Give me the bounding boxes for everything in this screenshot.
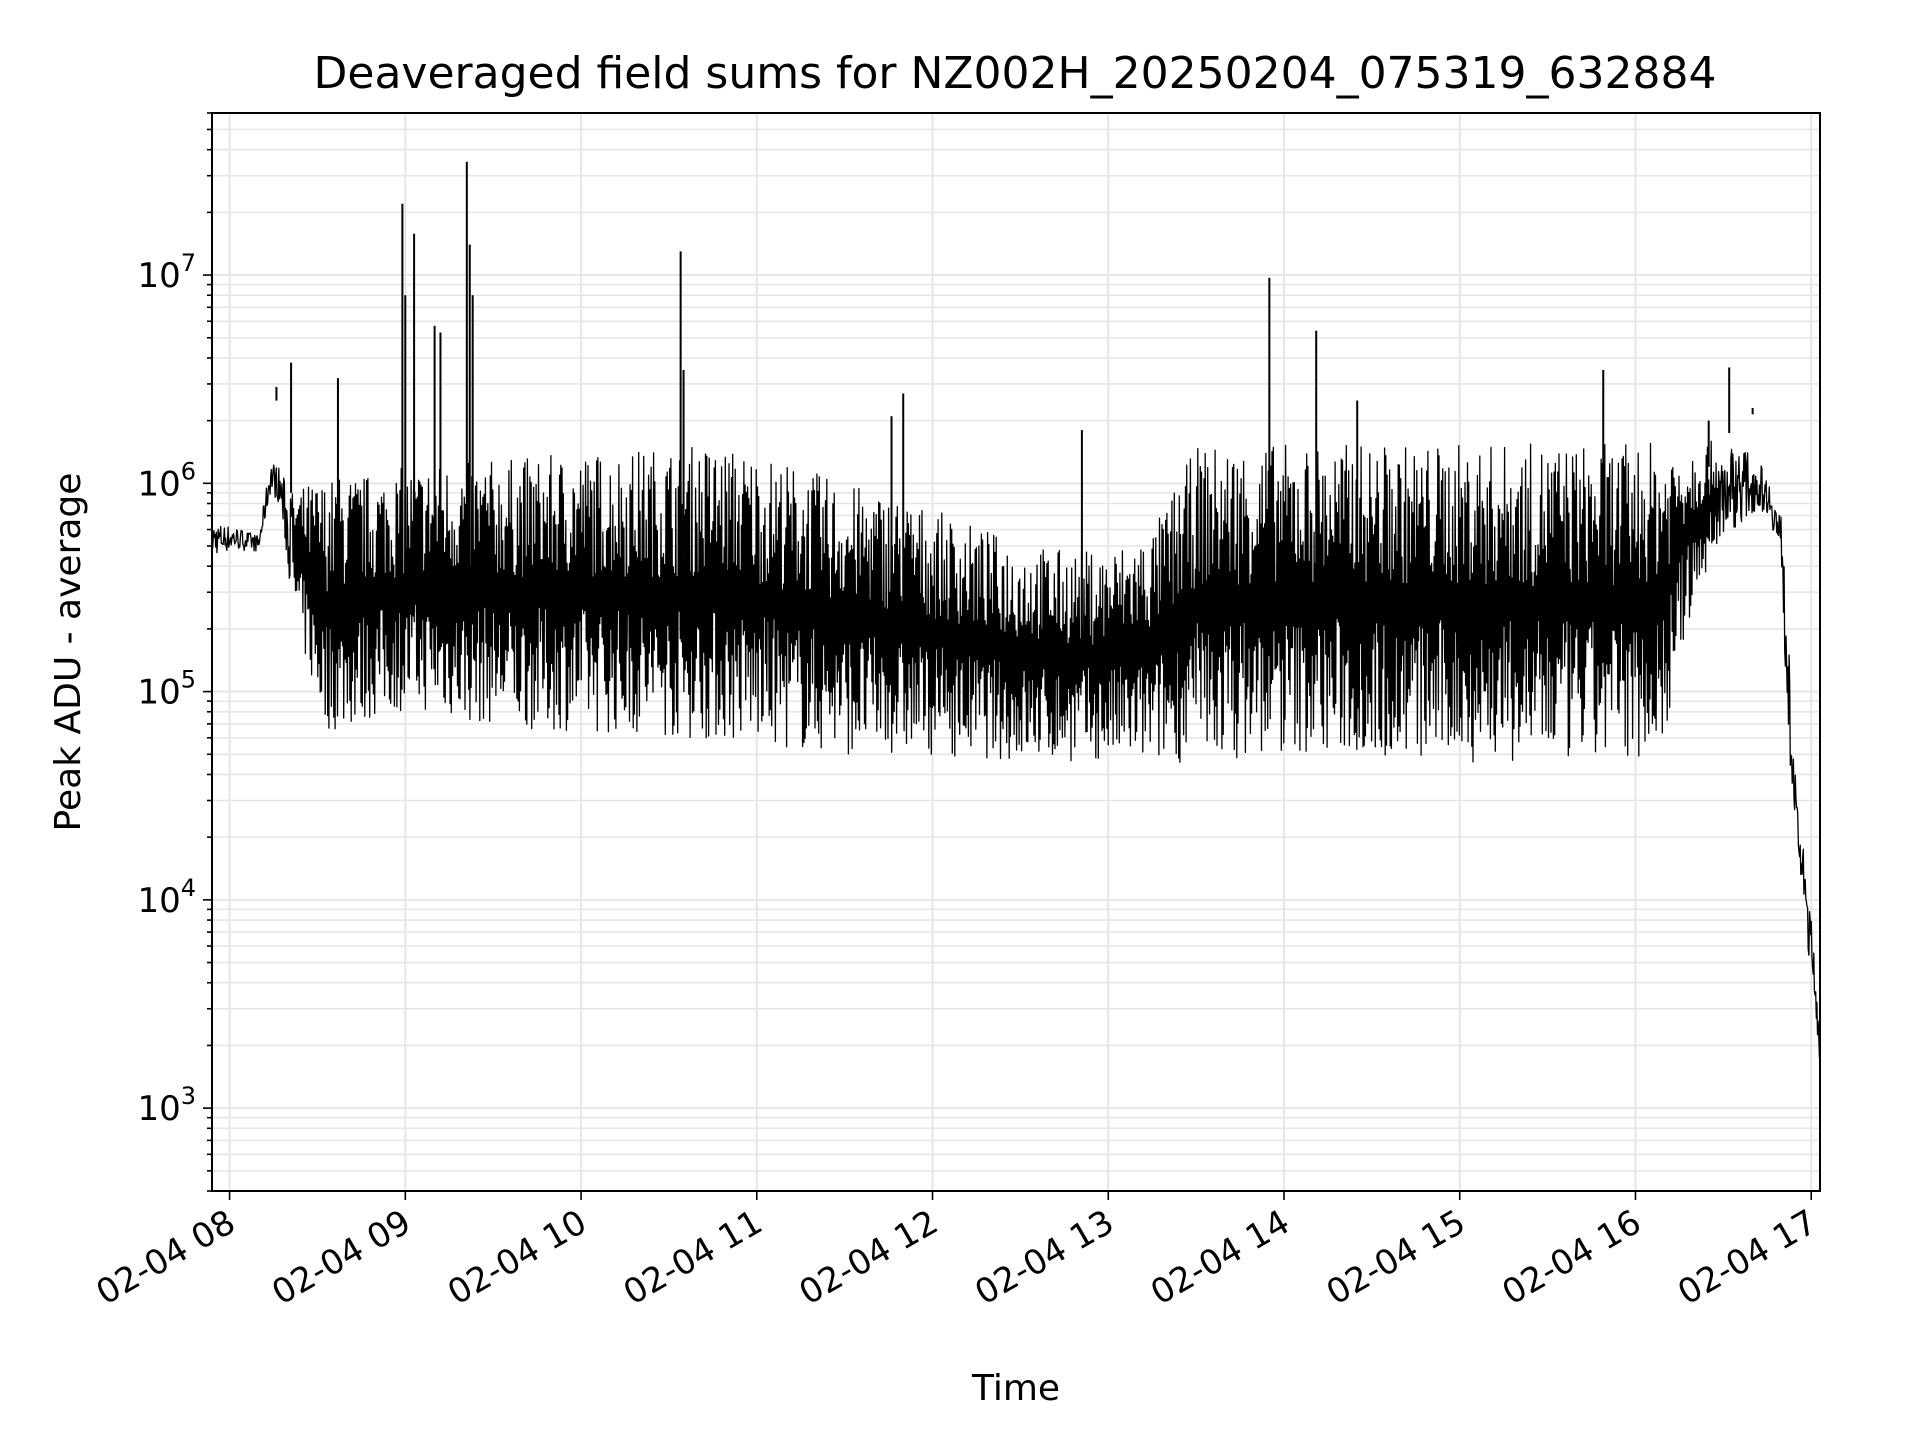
y-tick-label: 104	[137, 874, 196, 921]
y-axis-label: Peak ADU - average	[48, 473, 89, 832]
y-axis: 103 104 105 106 107	[137, 112, 212, 1192]
chart-title: Deaveraged field sums for NZ002H_2025020…	[314, 48, 1717, 99]
data-line	[211, 440, 1821, 1061]
data-series	[211, 161, 1821, 1061]
y-tick-label: 107	[137, 249, 196, 296]
grid-lines	[212, 112, 1820, 1192]
plot-frame	[211, 112, 1821, 1192]
x-axis-label: Time	[971, 1368, 1060, 1409]
y-tick-label: 105	[137, 666, 196, 713]
y-tick-label: 106	[137, 457, 196, 504]
y-tick-label: 103	[137, 1082, 196, 1129]
